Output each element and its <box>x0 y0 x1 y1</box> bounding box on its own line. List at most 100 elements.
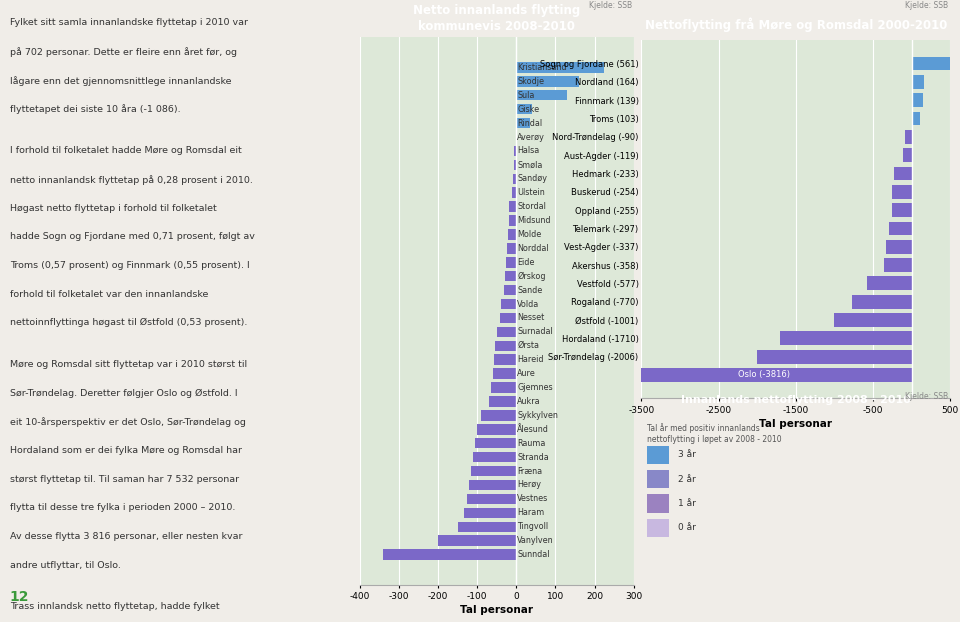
Text: Skodje: Skodje <box>517 77 544 86</box>
Bar <box>458 521 516 532</box>
Bar <box>489 396 516 407</box>
X-axis label: Tal personar: Tal personar <box>460 605 534 616</box>
Text: Giske: Giske <box>517 104 540 114</box>
Bar <box>516 76 579 86</box>
Text: Kjelde: SSB: Kjelde: SSB <box>905 1 948 10</box>
Text: Vestnes: Vestnes <box>517 494 548 503</box>
Text: Trass innlandsk netto flyttetap, hadde fylket: Trass innlandsk netto flyttetap, hadde f… <box>10 602 219 611</box>
Bar <box>496 327 516 337</box>
Bar <box>647 446 669 464</box>
Bar <box>892 185 912 198</box>
Bar <box>501 299 516 309</box>
Bar <box>510 202 516 212</box>
Text: Ålesund: Ålesund <box>517 425 549 434</box>
Text: Midsund: Midsund <box>517 216 551 225</box>
Text: Sør-Trøndelag. Deretter følgjer Oslo og Østfold. I: Sør-Trøndelag. Deretter følgjer Oslo og … <box>10 389 237 398</box>
Text: hadde Sogn og Fjordane med 0,71 prosent, følgt av: hadde Sogn og Fjordane med 0,71 prosent,… <box>10 232 254 241</box>
Text: 1 år: 1 år <box>679 499 696 508</box>
Text: Tal år med positiv innanlands
nettoflytting i løpet av 2008 - 2010: Tal år med positiv innanlands nettoflytt… <box>647 424 782 444</box>
Text: Tingvoll: Tingvoll <box>517 522 548 531</box>
Text: Kjelde: SSB: Kjelde: SSB <box>905 392 948 401</box>
Text: Sykkylven: Sykkylven <box>517 411 558 420</box>
Bar <box>892 203 912 217</box>
Text: Rauma: Rauma <box>517 439 545 448</box>
Text: Sandøy: Sandøy <box>517 174 547 183</box>
Bar <box>756 350 912 363</box>
Text: Sula: Sula <box>517 91 535 100</box>
Text: Nettoflytting frå Møre og Romsdal 2000-2010: Nettoflytting frå Møre og Romsdal 2000-2… <box>645 17 947 32</box>
Text: 3 år: 3 år <box>679 450 696 460</box>
Text: Sande: Sande <box>517 285 542 295</box>
Text: forhold til folketalet var den innanlandske: forhold til folketalet var den innanland… <box>10 289 208 299</box>
Bar <box>504 285 516 295</box>
Bar <box>464 508 516 518</box>
Text: Aure: Aure <box>517 369 536 378</box>
Bar <box>912 93 923 107</box>
Bar <box>647 470 669 488</box>
Bar <box>469 480 516 490</box>
Bar <box>834 313 912 327</box>
Bar <box>494 355 516 365</box>
Text: Rindal: Rindal <box>517 119 542 128</box>
Bar <box>889 221 912 235</box>
Bar <box>884 258 912 272</box>
Bar <box>912 111 920 126</box>
Bar <box>507 243 516 254</box>
Bar <box>780 332 912 345</box>
Text: Nesset: Nesset <box>517 313 544 322</box>
Text: I forhold til folketalet hadde Møre og Romsdal eit: I forhold til folketalet hadde Møre og R… <box>10 146 241 156</box>
Text: Innanlands nettoflytting 2008 - 2010: Innanlands nettoflytting 2008 - 2010 <box>681 395 911 405</box>
Bar <box>516 62 604 73</box>
Text: på 702 personar. Dette er fleire enn året før, og: på 702 personar. Dette er fleire enn åre… <box>10 47 236 57</box>
Bar <box>477 424 516 435</box>
Text: netto innanlandsk flyttetap på 0,28 prosent i 2010.: netto innanlandsk flyttetap på 0,28 pros… <box>10 175 252 185</box>
Bar <box>516 90 567 101</box>
Bar <box>902 148 912 162</box>
Text: Ørsta: Ørsta <box>517 341 540 350</box>
Text: Hordaland som er dei fylka Møre og Romsdal har: Hordaland som er dei fylka Møre og Romsd… <box>10 446 242 455</box>
Text: Halsa: Halsa <box>517 146 540 156</box>
Text: Av desse flytta 3 816 personar, eller nesten kvar: Av desse flytta 3 816 personar, eller ne… <box>10 532 242 541</box>
Text: Netto innanlands flytting
kommunevis 2008-2010: Netto innanlands flytting kommunevis 200… <box>413 4 581 32</box>
Text: 0 år: 0 år <box>679 523 696 532</box>
Text: Molde: Molde <box>517 230 541 239</box>
Text: 2 år: 2 år <box>679 475 696 484</box>
Bar <box>500 313 516 323</box>
Text: eit 10-årsperspektiv er det Oslo, Sør-Trøndelag og: eit 10-årsperspektiv er det Oslo, Sør-Tr… <box>10 417 246 427</box>
Text: Volda: Volda <box>517 300 540 309</box>
Text: Norddal: Norddal <box>517 244 549 253</box>
Text: Gjemnes: Gjemnes <box>517 383 553 392</box>
Text: Sunndal: Sunndal <box>517 550 550 559</box>
Text: Oslo (-3816): Oslo (-3816) <box>738 371 790 379</box>
Bar <box>438 536 516 546</box>
Bar <box>492 368 516 379</box>
Bar <box>508 230 516 239</box>
Text: Høgast netto flyttetap i forhold til folketalet: Høgast netto flyttetap i forhold til fol… <box>10 203 216 213</box>
Bar <box>515 146 516 156</box>
Text: Haram: Haram <box>517 508 544 518</box>
Bar <box>514 160 516 170</box>
Bar <box>473 452 516 462</box>
Bar <box>491 383 516 392</box>
X-axis label: Tal personar: Tal personar <box>759 419 832 429</box>
Text: Stranda: Stranda <box>517 453 549 462</box>
Text: flyttetapet dei siste 10 åra (-1 086).: flyttetapet dei siste 10 åra (-1 086). <box>10 104 180 114</box>
Bar <box>647 519 669 537</box>
Text: Eide: Eide <box>517 258 535 267</box>
Text: Fylket sitt samla innanlandske flyttetap i 2010 var: Fylket sitt samla innanlandske flyttetap… <box>10 19 248 27</box>
Text: flytta til desse tre fylka i perioden 2000 – 2010.: flytta til desse tre fylka i perioden 20… <box>10 503 235 513</box>
Bar <box>894 167 912 180</box>
Text: Kjelde: SSB: Kjelde: SSB <box>588 1 632 10</box>
Text: Kristiansund: Kristiansund <box>517 63 566 72</box>
Text: Averøy: Averøy <box>517 132 545 142</box>
Bar <box>506 257 516 267</box>
Bar <box>514 174 516 184</box>
Text: Aukra: Aukra <box>517 397 540 406</box>
Text: Ørskog: Ørskog <box>517 272 545 281</box>
Bar <box>468 494 516 504</box>
Text: andre utflyttar, til Oslo.: andre utflyttar, til Oslo. <box>10 560 120 570</box>
Bar <box>475 438 516 448</box>
Bar <box>912 75 924 89</box>
Text: lågare enn det gjennomsnittlege innanlandske: lågare enn det gjennomsnittlege innanlan… <box>10 76 231 86</box>
Bar <box>512 187 516 198</box>
